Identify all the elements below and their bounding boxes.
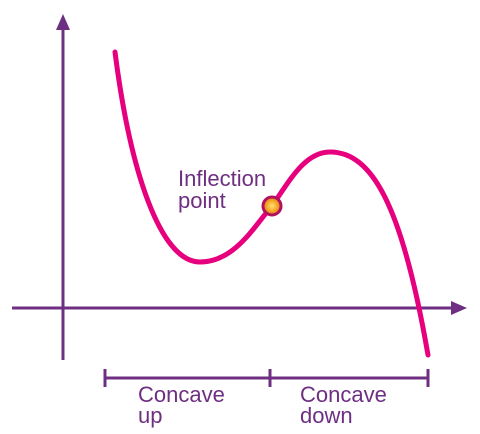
inflection-label: point [178,188,226,213]
concave-down-label: Concave [300,382,387,407]
y-axis-arrow [56,14,70,30]
inflection-label: Inflection [178,166,266,191]
concave-up-label: Concave [138,382,225,407]
concave-up-label: up [138,403,162,428]
inflection-marker [261,195,283,217]
x-axis-arrow [451,301,467,315]
concave-down-label: down [300,403,353,428]
